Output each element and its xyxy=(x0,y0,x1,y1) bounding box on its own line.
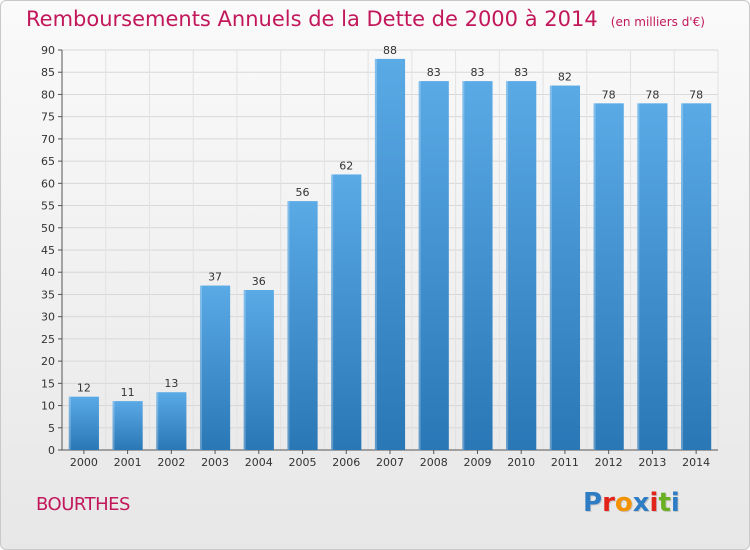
data-label: 88 xyxy=(383,44,397,57)
bar-highlight xyxy=(199,285,202,450)
bar-highlight xyxy=(418,81,421,450)
x-tick-label: 2012 xyxy=(595,456,623,469)
x-tick-label: 2003 xyxy=(201,456,229,469)
bar-2008 xyxy=(418,81,449,450)
bar-2014 xyxy=(681,103,712,450)
bar-2005 xyxy=(287,201,318,450)
data-label: 78 xyxy=(645,88,659,101)
x-tick-label: 2007 xyxy=(376,456,404,469)
bar-2012 xyxy=(593,103,624,450)
data-label: 78 xyxy=(689,88,703,101)
y-tick-label: 55 xyxy=(41,200,55,213)
data-label: 11 xyxy=(121,386,135,399)
bar-highlight xyxy=(287,201,290,450)
bar-highlight xyxy=(549,85,552,451)
y-tick-label: 65 xyxy=(41,155,55,168)
bar-2001 xyxy=(112,401,143,450)
x-tick-label: 2006 xyxy=(332,456,360,469)
data-label: 83 xyxy=(427,66,441,79)
data-label: 13 xyxy=(164,377,178,390)
data-label: 37 xyxy=(208,271,222,284)
y-tick-label: 45 xyxy=(41,244,55,257)
data-label: 56 xyxy=(296,186,310,199)
bar-highlight xyxy=(331,174,334,450)
x-tick-label: 2002 xyxy=(157,456,185,469)
bar-2000 xyxy=(68,396,99,450)
y-tick-label: 60 xyxy=(41,177,55,190)
x-tick-label: 2009 xyxy=(463,456,491,469)
proxiti-logo[interactable]: Proxiti xyxy=(583,488,680,518)
y-tick-label: 85 xyxy=(41,66,55,79)
x-tick-label: 2011 xyxy=(551,456,579,469)
data-label: 36 xyxy=(252,275,266,288)
logo-letter: P xyxy=(583,488,603,518)
bar-2002 xyxy=(156,392,187,450)
y-tick-label: 20 xyxy=(41,355,55,368)
bar-2011 xyxy=(549,85,581,451)
data-label: 82 xyxy=(558,71,572,84)
data-label: 83 xyxy=(470,66,484,79)
y-tick-label: 80 xyxy=(41,88,55,101)
bar-2009 xyxy=(462,81,493,450)
y-tick-label: 5 xyxy=(48,422,55,435)
y-tick-label: 0 xyxy=(48,444,55,457)
data-label: 83 xyxy=(514,66,528,79)
x-tick-label: 2014 xyxy=(682,456,710,469)
y-tick-label: 75 xyxy=(41,111,55,124)
logo-letter: r xyxy=(602,488,615,518)
logo-letter: x xyxy=(632,488,650,518)
bar-highlight xyxy=(462,81,465,450)
chart-title-block: Remboursements Annuels de la Dette de 20… xyxy=(26,7,705,31)
x-tick-label: 2010 xyxy=(507,456,535,469)
logo-letter: o xyxy=(614,488,633,518)
data-label: 12 xyxy=(77,382,91,395)
bar-highlight xyxy=(637,103,640,450)
x-tick-label: 2004 xyxy=(245,456,273,469)
data-label: 78 xyxy=(602,88,616,101)
bar-2003 xyxy=(199,285,231,450)
bar-highlight xyxy=(681,103,684,450)
y-tick-label: 90 xyxy=(41,44,55,57)
chart-unit: (en milliers d'€) xyxy=(610,15,705,29)
y-tick-label: 40 xyxy=(41,266,55,279)
data-label: 62 xyxy=(339,159,353,172)
bar-highlight xyxy=(374,58,377,451)
x-tick-label: 2005 xyxy=(289,456,317,469)
y-tick-label: 35 xyxy=(41,288,55,301)
bar-highlight xyxy=(506,81,509,450)
logo-letter: i xyxy=(649,488,659,518)
x-tick-label: 2000 xyxy=(70,456,98,469)
bar-2010 xyxy=(506,81,537,450)
x-tick-label: 2013 xyxy=(638,456,666,469)
logo-letter: t xyxy=(658,488,671,518)
bar-highlight xyxy=(156,392,159,450)
bar-highlight xyxy=(68,396,71,450)
y-tick-label: 25 xyxy=(41,333,55,346)
bar-2004 xyxy=(243,290,274,450)
bar-highlight xyxy=(243,290,246,450)
bar-highlight xyxy=(112,401,115,450)
x-tick-label: 2008 xyxy=(420,456,448,469)
x-tick-label: 2001 xyxy=(114,456,142,469)
bar-2007 xyxy=(374,58,406,451)
bar-2013 xyxy=(637,103,668,450)
logo-letter: i xyxy=(670,488,680,518)
y-tick-label: 10 xyxy=(41,400,55,413)
y-tick-label: 15 xyxy=(41,377,55,390)
bar-2006 xyxy=(331,174,362,450)
y-tick-label: 50 xyxy=(41,222,55,235)
bar-highlight xyxy=(593,103,596,450)
place-name: BOURTHES xyxy=(36,494,130,515)
bars: 12 11 13 37 36 56 62 88 83 83 83 82 78 78 78 xyxy=(68,44,712,451)
y-tick-label: 70 xyxy=(41,133,55,146)
y-tick-label: 30 xyxy=(41,311,55,324)
chart-title: Remboursements Annuels de la Dette de 20… xyxy=(26,7,598,31)
